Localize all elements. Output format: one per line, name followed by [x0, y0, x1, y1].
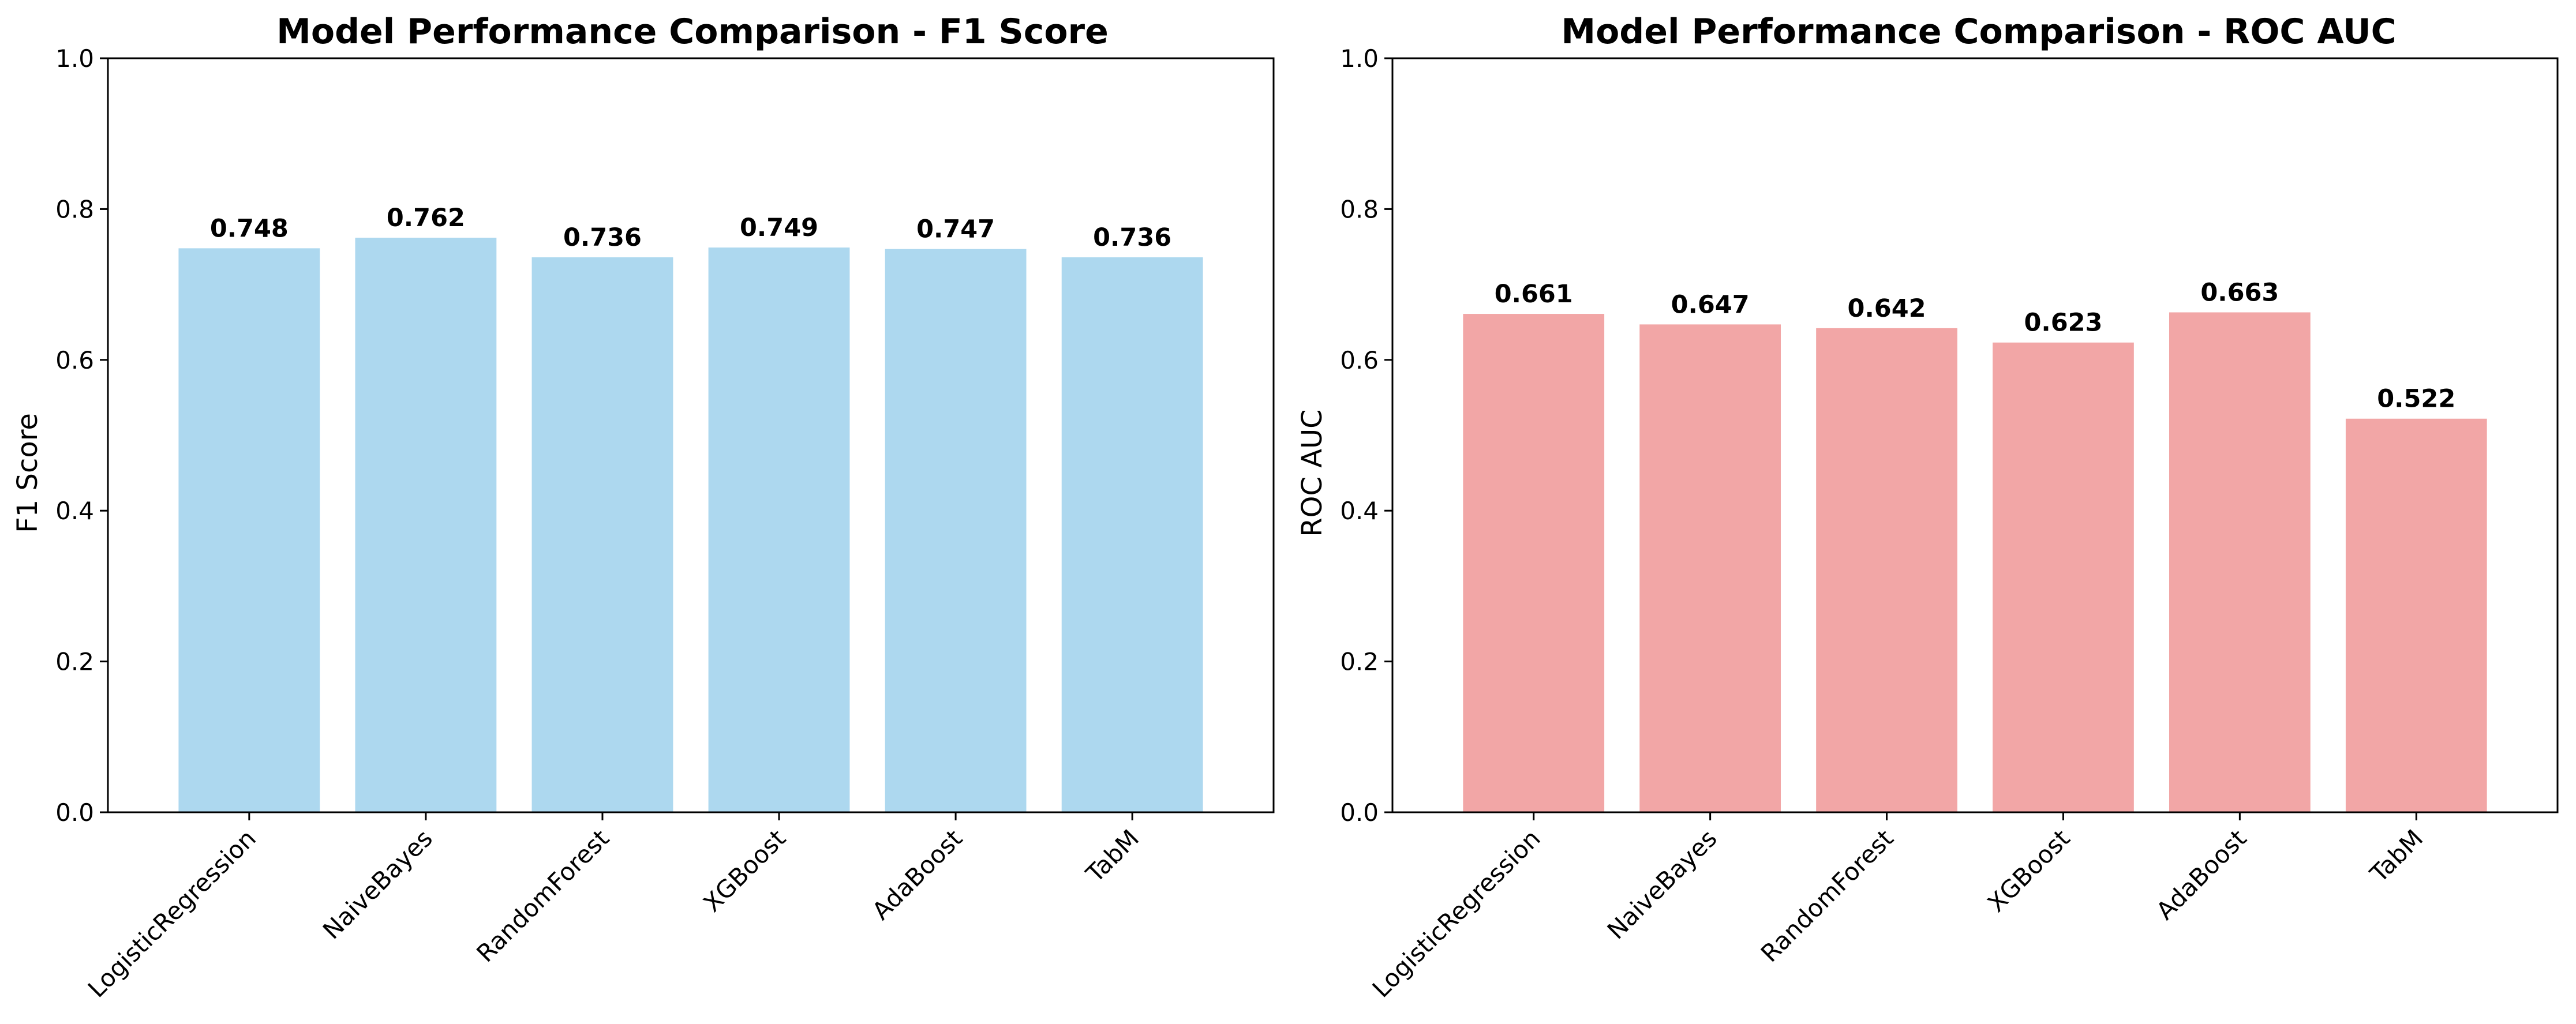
y-tick-label: 0.2 — [55, 648, 94, 676]
bar — [708, 247, 850, 812]
x-tick-label: RandomForest — [471, 824, 615, 967]
chart-title: Model Performance Comparison - ROC AUC — [1561, 12, 2396, 52]
panel-f1: Model Performance Comparison - F1 Score … — [12, 12, 1275, 1003]
bar — [178, 248, 320, 812]
y-tick-label: 0.4 — [55, 497, 94, 525]
data-label: 0.661 — [1495, 280, 1573, 309]
x-tick-label: RandomForest — [1755, 824, 1899, 967]
y-axis-label: ROC AUC — [1296, 409, 1328, 537]
bar — [531, 257, 673, 813]
y-tick-label: 1.0 — [55, 44, 94, 73]
bar — [1816, 328, 1957, 812]
y-tick-label: 0.6 — [1340, 346, 1379, 374]
x-tick-label: NaiveBayes — [1602, 824, 1723, 944]
x-tick-label: LogisticRegression — [83, 824, 261, 1003]
y-tick-label: 0.6 — [55, 346, 94, 374]
bar — [1463, 314, 1605, 812]
data-label: 0.736 — [563, 223, 642, 252]
bar — [355, 238, 497, 812]
axes-frame — [107, 57, 1275, 813]
x-tick-label: AdaBoost — [867, 824, 968, 925]
y-tick-label: 0.0 — [1340, 798, 1379, 827]
data-label: 0.522 — [2377, 385, 2455, 414]
y-tick-label: 0.4 — [1340, 497, 1379, 525]
x-tick-label: NaiveBayes — [317, 824, 438, 944]
data-label: 0.642 — [1848, 294, 1926, 323]
panel-roc-auc: Model Performance Comparison - ROC AUC R… — [1296, 12, 2559, 1003]
data-label: 0.663 — [2200, 278, 2279, 307]
plot-area: 0.748 0.762 0.736 0.749 0.747 0.736 0.0 0.2 0.4 0… — [55, 44, 1275, 1003]
data-label: 0.747 — [916, 215, 995, 244]
data-label: 0.762 — [387, 204, 465, 232]
y-tick-label: 0.8 — [1340, 195, 1379, 223]
y-axis-label: F1 Score — [12, 413, 44, 533]
x-tick-label: LogisticRegression — [1367, 824, 1546, 1003]
data-label: 0.736 — [1093, 223, 1171, 252]
bar — [2345, 418, 2487, 812]
plot-area: 0.661 0.647 0.642 0.623 0.663 0.522 0.0 0.2 0.4 0… — [1340, 44, 2559, 1003]
x-tick-label: TabM — [2364, 824, 2428, 888]
y-tick-label: 0.2 — [1340, 648, 1379, 676]
bar — [1993, 342, 2134, 812]
x-tick-label: TabM — [1080, 824, 1144, 888]
axes-frame — [1391, 57, 2559, 813]
y-tick-label: 0.8 — [55, 195, 94, 223]
data-label: 0.749 — [740, 213, 818, 242]
y-tick-label: 0.0 — [55, 798, 94, 827]
bar — [885, 249, 1027, 812]
data-label: 0.647 — [1671, 290, 1750, 319]
bar — [2169, 312, 2311, 812]
bar — [1639, 324, 1781, 812]
x-tick-label: AdaBoost — [2151, 824, 2252, 925]
data-label: 0.623 — [2024, 309, 2102, 337]
bar — [1061, 257, 1203, 813]
chart-title: Model Performance Comparison - F1 Score — [276, 12, 1109, 52]
data-label: 0.748 — [210, 214, 289, 243]
x-tick-label: XGBoost — [1982, 824, 2076, 917]
x-tick-label: XGBoost — [698, 824, 791, 917]
y-tick-label: 1.0 — [1340, 44, 1379, 73]
